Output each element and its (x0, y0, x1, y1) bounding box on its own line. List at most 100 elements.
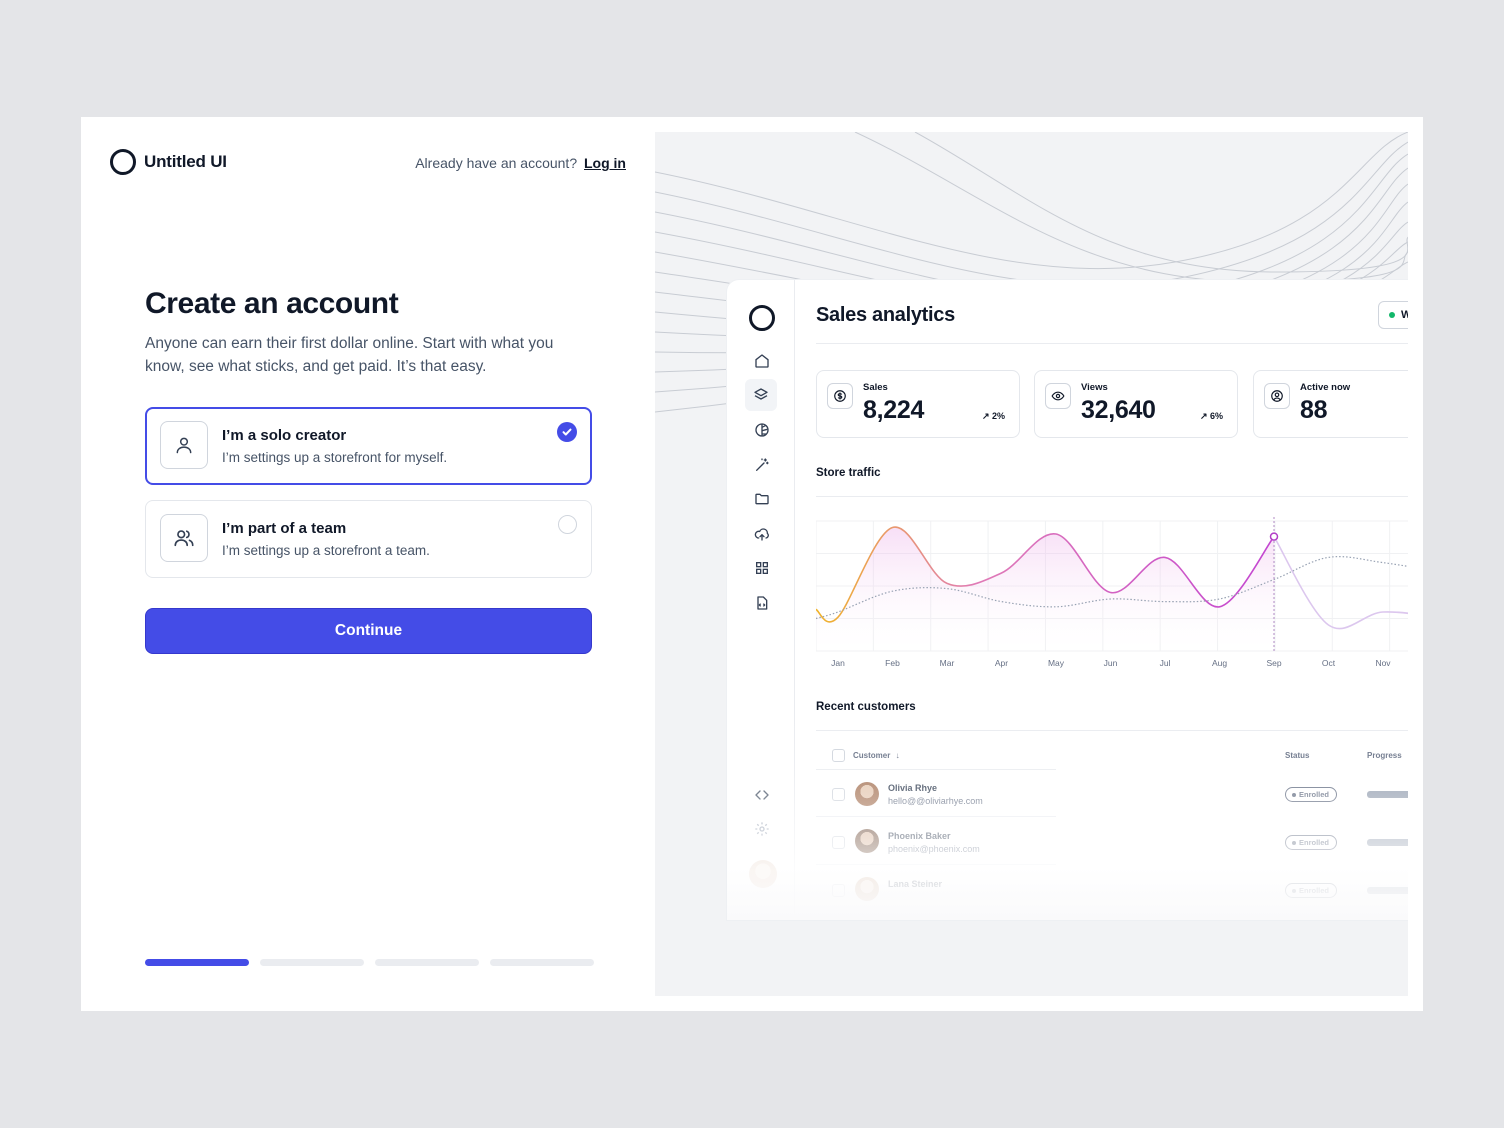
status-badge: Enrolled (1285, 787, 1337, 802)
progress-step (260, 959, 364, 966)
divider (816, 730, 1408, 731)
eye-icon (1045, 383, 1071, 409)
badge-dot-icon (1292, 840, 1296, 845)
user-icon (160, 421, 208, 469)
section-title-customers: Recent customers (816, 701, 916, 713)
option-solo-creator[interactable]: I’m a solo creator I’m settings up a sto… (145, 407, 592, 485)
dashboard-sidebar (727, 280, 795, 920)
select-all-checkbox[interactable] (832, 749, 845, 762)
status-badge-label: Enrolled (1299, 838, 1330, 847)
logo-mark-icon (110, 149, 136, 175)
row-checkbox[interactable] (832, 788, 845, 801)
stat-label: Active now (1300, 382, 1351, 393)
progress-bar (1367, 791, 1408, 798)
status-badge: Enrolled (1285, 835, 1337, 850)
option-description: I’m settings up a storefront a team. (222, 543, 430, 558)
stat-card-views: Views 32,640 ↗ 6% (1034, 370, 1238, 438)
stat-label: Views (1081, 382, 1108, 393)
customer-name: Olivia Rhye (888, 783, 938, 793)
divider (816, 816, 1056, 817)
customer-email: hello@@oliviarhye.com (888, 796, 983, 806)
option-title: I’m a solo creator (222, 427, 347, 444)
signup-card: Untitled UI Already have an account? Log… (81, 117, 1423, 1011)
folder-icon[interactable] (749, 486, 775, 512)
stat-value: 88 (1300, 396, 1328, 424)
settings-icon[interactable] (749, 816, 775, 842)
progress-bar (1367, 839, 1408, 846)
divider (816, 769, 1056, 770)
x-tick-label-jun: Jun (1104, 658, 1118, 668)
login-prompt-row: Already have an account? Log in (415, 155, 626, 171)
traffic-line-forecast (1273, 536, 1408, 630)
status-dot-icon (1389, 312, 1395, 318)
status-chip[interactable]: W (1378, 301, 1408, 329)
arrow-down-icon: ↓ (895, 751, 900, 760)
customer-email: phoenix@phoenix.com (888, 844, 980, 854)
user-circle-icon (1264, 383, 1290, 409)
x-tick-label-jul: Jul (1160, 658, 1171, 668)
column-header-label: Customer (853, 751, 891, 760)
badge-dot-icon (1292, 888, 1296, 893)
option-title: I’m part of a team (222, 520, 347, 537)
users-icon (160, 514, 208, 562)
x-tick-label-aug: Aug (1212, 658, 1227, 668)
progress-step (375, 959, 479, 966)
dashboard-title: Sales analytics (816, 304, 955, 326)
logo-mark-icon (749, 305, 775, 331)
column-header-customer[interactable]: Customer ↓ (853, 751, 900, 760)
dashboard-preview: Sales analytics W Sales 8,224 ↗ 2% Views (727, 280, 1408, 920)
file-icon[interactable] (749, 590, 775, 616)
row-checkbox[interactable] (832, 884, 845, 897)
customer-name: Phoenix Baker (888, 831, 951, 841)
login-link[interactable]: Log in (584, 155, 626, 171)
avatar (855, 877, 879, 901)
x-tick-label-sep: Sep (1266, 658, 1281, 668)
radio-button[interactable] (558, 515, 577, 534)
divider (816, 864, 1056, 865)
brand-logo[interactable]: Untitled UI (110, 149, 227, 175)
traffic-area-fill (816, 527, 1274, 651)
traffic-line (816, 526, 1275, 623)
checkmark-icon[interactable] (557, 422, 577, 442)
preview-panel: Sales analytics W Sales 8,224 ↗ 2% Views (655, 132, 1408, 996)
stat-change: ↗ 2% (981, 411, 1005, 421)
layers-icon[interactable] (745, 379, 777, 411)
progress-step (490, 959, 594, 966)
stat-card-active-now: Active now 88 (1253, 370, 1408, 438)
x-tick-label-oct: Oct (1322, 658, 1336, 668)
continue-button[interactable]: Continue (145, 608, 592, 654)
upload-cloud-icon[interactable] (749, 521, 775, 547)
x-tick-label-feb: Feb (885, 658, 900, 668)
avatar (855, 782, 879, 806)
status-chip-label: W (1401, 309, 1408, 321)
status-badge: Enrolled (1285, 883, 1337, 898)
status-badge-label: Enrolled (1299, 886, 1330, 895)
store-traffic-chart: Jan Feb Mar Apr May Jun Jul Aug Sep Oct Nov (816, 517, 1408, 668)
highlight-point[interactable] (1269, 532, 1279, 541)
stat-value: 32,640 (1081, 396, 1156, 424)
login-prompt: Already have an account? (415, 155, 578, 171)
magic-wand-icon[interactable] (749, 452, 775, 478)
progress-bar (1367, 887, 1408, 894)
home-icon[interactable] (749, 348, 775, 374)
stat-change: ↗ 6% (1199, 411, 1223, 421)
divider (816, 496, 1408, 497)
x-tick-label-nov: Nov (1375, 658, 1391, 668)
stat-change-value: 6% (1209, 411, 1223, 421)
user-avatar[interactable] (749, 860, 777, 888)
x-tick-label-may: May (1048, 658, 1065, 668)
stat-change-value: 2% (991, 411, 1005, 421)
brand-name: Untitled UI (144, 152, 227, 171)
stat-value: 8,224 (863, 396, 925, 424)
option-team[interactable]: I’m part of a team I’m settings up a sto… (145, 500, 592, 578)
grid-icon[interactable] (749, 555, 775, 581)
progress-step-active (145, 959, 249, 966)
x-tick-label-mar: Mar (940, 658, 955, 668)
row-checkbox[interactable] (832, 836, 845, 849)
pie-chart-icon[interactable] (749, 417, 775, 443)
divider (816, 343, 1408, 344)
code-icon[interactable] (749, 782, 775, 808)
section-title-traffic: Store traffic (816, 467, 881, 479)
page-subtitle: Anyone can earn their first dollar onlin… (145, 335, 554, 375)
badge-dot-icon (1292, 792, 1296, 797)
